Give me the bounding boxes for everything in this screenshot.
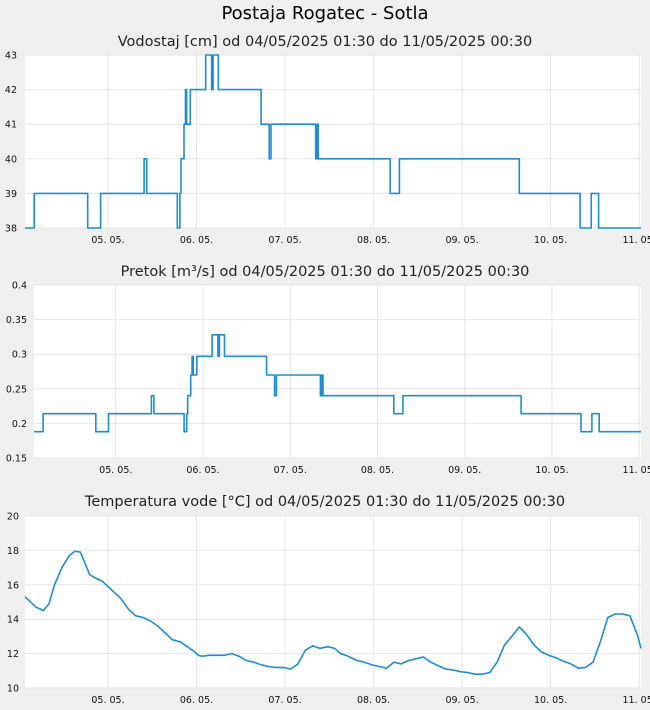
- y-tick-label: 43: [5, 51, 17, 62]
- y-tick-label: 0.15: [6, 454, 27, 465]
- x-tick-label: 11. 05.: [623, 695, 650, 706]
- x-tick-label: 07. 05.: [268, 695, 301, 706]
- chart-2: Pretok [m³/s] od 04/05/2025 01:30 do 11/…: [6, 264, 650, 476]
- x-tick-label: 09. 05.: [445, 695, 478, 706]
- x-tick-label: 06. 05.: [180, 235, 213, 246]
- y-tick-label: 0.2: [12, 419, 27, 430]
- x-tick-label: 10. 05.: [534, 695, 567, 706]
- x-tick-label: 08. 05.: [357, 235, 390, 246]
- y-tick-label: 0.25: [6, 384, 27, 395]
- x-tick-label: 06. 05.: [180, 695, 213, 706]
- series-line: [34, 334, 641, 433]
- x-tick-label: 08. 05.: [357, 695, 390, 706]
- y-tick-label: 20: [7, 512, 19, 523]
- x-tick-label: 10. 05.: [535, 465, 568, 476]
- series-line: [24, 550, 642, 675]
- x-tick-label: 05. 05.: [99, 465, 132, 476]
- y-tick-label: 41: [5, 120, 17, 131]
- x-tick-label: 05. 05.: [91, 695, 124, 706]
- x-tick-label: 05. 05.: [91, 235, 124, 246]
- x-tick-label: 08. 05.: [361, 465, 394, 476]
- y-tick-label: 0.35: [6, 315, 27, 326]
- x-tick-label: 11. 05.: [623, 465, 650, 476]
- chart-title: Temperatura vode [°C] od 04/05/2025 01:3…: [84, 494, 565, 510]
- x-tick-label: 10. 05.: [534, 235, 567, 246]
- x-tick-label: 07. 05.: [268, 235, 301, 246]
- page-title: Postaja Rogatec - Sotla: [221, 3, 429, 24]
- chart-title: Vodostaj [cm] od 04/05/2025 01:30 do 11/…: [118, 34, 532, 50]
- chart-1: Vodostaj [cm] od 04/05/2025 01:30 do 11/…: [5, 34, 650, 246]
- plot-area: [25, 516, 641, 688]
- y-tick-label: 38: [5, 224, 17, 235]
- plot-area: [25, 55, 641, 228]
- y-tick-label: 18: [7, 546, 19, 557]
- plot-area: [34, 285, 641, 458]
- x-tick-label: 07. 05.: [274, 465, 307, 476]
- y-tick-label: 0.3: [12, 350, 27, 361]
- chart-3: Temperatura vode [°C] od 04/05/2025 01:3…: [7, 494, 650, 706]
- y-tick-label: 16: [7, 580, 19, 591]
- y-tick-label: 39: [5, 189, 17, 200]
- y-tick-label: 40: [5, 154, 17, 165]
- y-tick-label: 14: [7, 615, 19, 626]
- x-tick-label: 09. 05.: [445, 235, 478, 246]
- x-tick-label: 06. 05.: [186, 465, 219, 476]
- chart-title: Pretok [m³/s] od 04/05/2025 01:30 do 11/…: [121, 264, 530, 280]
- series-line: [25, 54, 641, 229]
- x-tick-label: 09. 05.: [448, 465, 481, 476]
- y-tick-label: 10: [7, 684, 19, 695]
- x-tick-label: 11. 05.: [623, 235, 650, 246]
- y-tick-label: 42: [5, 85, 17, 96]
- y-tick-label: 12: [7, 649, 19, 660]
- y-tick-label: 0.4: [12, 281, 27, 292]
